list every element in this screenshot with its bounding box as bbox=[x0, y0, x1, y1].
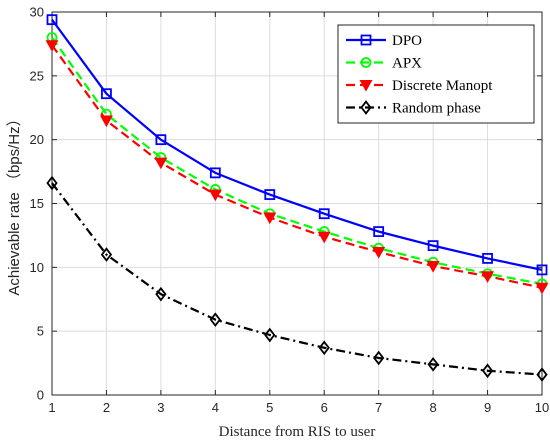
data-point bbox=[208, 189, 222, 202]
data-point bbox=[373, 350, 385, 366]
x-tick-label: 6 bbox=[321, 400, 328, 415]
data-point bbox=[536, 367, 548, 382]
legend-marker bbox=[359, 80, 373, 92]
data-point bbox=[264, 189, 276, 200]
data-point bbox=[482, 252, 493, 264]
legend-marker bbox=[360, 57, 372, 68]
data-point bbox=[46, 14, 58, 26]
data-point bbox=[209, 312, 221, 328]
x-tick-label: 1 bbox=[48, 400, 55, 415]
series-discrete-manopt bbox=[45, 40, 549, 295]
y-axis-label: Achievable rate （bps/Hz） bbox=[6, 111, 23, 295]
legend-label: Discrete Manopt bbox=[392, 78, 493, 94]
data-point bbox=[536, 264, 548, 276]
axis-ticks: 1 2 3 4 5 6 7 8 9 10 0 5 10 15 20 25 30 bbox=[30, 5, 550, 416]
series-dpo bbox=[46, 14, 548, 276]
x-tick-label: 4 bbox=[212, 400, 219, 415]
x-tick-label: 10 bbox=[535, 400, 549, 415]
y-tick-label: 0 bbox=[37, 388, 44, 403]
data-point bbox=[481, 271, 495, 283]
data-point bbox=[318, 208, 330, 220]
data-point bbox=[535, 282, 549, 295]
series-line bbox=[51, 36, 543, 286]
x-tick-label: 7 bbox=[375, 400, 382, 415]
data-point bbox=[427, 240, 439, 252]
y-tick-label: 5 bbox=[37, 324, 44, 339]
y-tick-label: 10 bbox=[30, 260, 44, 275]
data-point bbox=[318, 340, 330, 356]
data-point bbox=[264, 327, 276, 343]
series-line bbox=[51, 19, 543, 271]
data-point bbox=[263, 212, 277, 225]
x-tick-label: 3 bbox=[157, 400, 164, 415]
data-point bbox=[154, 157, 168, 170]
y-tick-label: 20 bbox=[30, 132, 44, 147]
data-point bbox=[426, 261, 440, 273]
data-series bbox=[45, 14, 549, 382]
legend-marker bbox=[360, 34, 372, 46]
legend-label: Random phase bbox=[392, 101, 481, 117]
y-tick-label: 25 bbox=[30, 68, 44, 83]
x-tick-label: 8 bbox=[429, 400, 436, 415]
data-point bbox=[155, 286, 167, 302]
x-axis-label: Distance from RIS to user bbox=[219, 424, 376, 440]
x-tick-label: 5 bbox=[266, 400, 273, 415]
data-point bbox=[99, 115, 113, 128]
series-line bbox=[51, 44, 543, 289]
data-point bbox=[372, 247, 386, 259]
series-line bbox=[51, 182, 543, 376]
data-point bbox=[46, 175, 58, 191]
legend-marker bbox=[360, 100, 372, 115]
data-point bbox=[45, 40, 59, 52]
data-point bbox=[101, 88, 112, 100]
legend: DPO APX Discrete Manopt Random phase bbox=[337, 24, 535, 124]
x-tick-label: 9 bbox=[484, 400, 491, 415]
y-tick-label: 15 bbox=[30, 196, 44, 211]
data-point bbox=[427, 357, 439, 372]
data-point bbox=[481, 363, 494, 379]
data-point bbox=[100, 247, 113, 262]
data-point bbox=[209, 167, 221, 179]
data-point bbox=[317, 231, 331, 244]
legend-label: DPO bbox=[392, 33, 422, 49]
data-point bbox=[373, 226, 385, 237]
series-random-phase bbox=[46, 175, 548, 382]
y-tick-label: 30 bbox=[30, 5, 44, 20]
x-tick-label: 2 bbox=[103, 400, 110, 415]
legend-label: APX bbox=[392, 56, 422, 72]
data-point bbox=[155, 134, 167, 146]
